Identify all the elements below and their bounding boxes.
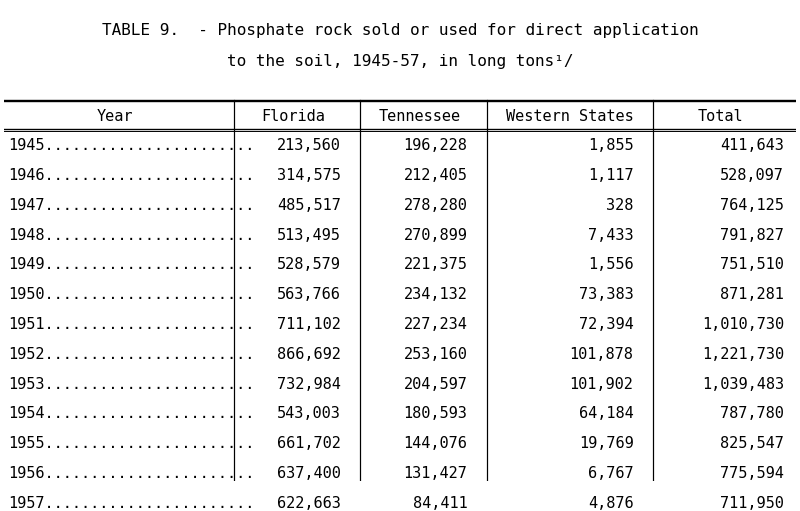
Text: 84,411: 84,411: [413, 496, 467, 510]
Text: 528,579: 528,579: [277, 258, 341, 272]
Text: 196,228: 196,228: [403, 138, 467, 153]
Text: 213,560: 213,560: [277, 138, 341, 153]
Text: 1,221,730: 1,221,730: [702, 347, 784, 362]
Text: 513,495: 513,495: [277, 227, 341, 243]
Text: 637,400: 637,400: [277, 466, 341, 481]
Text: 825,547: 825,547: [720, 436, 784, 451]
Text: 1945.......................: 1945.......................: [8, 138, 254, 153]
Text: 1948.......................: 1948.......................: [8, 227, 254, 243]
Text: 1,556: 1,556: [588, 258, 634, 272]
Text: 661,702: 661,702: [277, 436, 341, 451]
Text: Year: Year: [97, 109, 134, 124]
Text: 131,427: 131,427: [403, 466, 467, 481]
Text: 528,097: 528,097: [720, 168, 784, 183]
Text: 711,950: 711,950: [720, 496, 784, 510]
Text: 1957.......................: 1957.......................: [8, 496, 254, 510]
Text: 543,003: 543,003: [277, 406, 341, 422]
Text: 1,117: 1,117: [588, 168, 634, 183]
Text: 101,878: 101,878: [570, 347, 634, 362]
Text: 101,902: 101,902: [570, 377, 634, 391]
Text: 1952.......................: 1952.......................: [8, 347, 254, 362]
Text: Florida: Florida: [261, 109, 325, 124]
Text: 64,184: 64,184: [578, 406, 634, 422]
Text: 212,405: 212,405: [403, 168, 467, 183]
Text: 411,643: 411,643: [720, 138, 784, 153]
Text: Tennessee: Tennessee: [378, 109, 461, 124]
Text: 278,280: 278,280: [403, 198, 467, 213]
Text: 1953.......................: 1953.......................: [8, 377, 254, 391]
Text: 1947.......................: 1947.......................: [8, 198, 254, 213]
Text: 204,597: 204,597: [403, 377, 467, 391]
Text: 622,663: 622,663: [277, 496, 341, 510]
Text: 4,876: 4,876: [588, 496, 634, 510]
Text: 221,375: 221,375: [403, 258, 467, 272]
Text: 787,780: 787,780: [720, 406, 784, 422]
Text: 1954.......................: 1954.......................: [8, 406, 254, 422]
Text: 485,517: 485,517: [277, 198, 341, 213]
Text: 751,510: 751,510: [720, 258, 784, 272]
Text: 314,575: 314,575: [277, 168, 341, 183]
Text: Total: Total: [698, 109, 743, 124]
Text: 1950.......................: 1950.......................: [8, 287, 254, 302]
Text: 270,899: 270,899: [403, 227, 467, 243]
Text: 328: 328: [606, 198, 634, 213]
Text: 775,594: 775,594: [720, 466, 784, 481]
Text: TABLE 9.  - Phosphate rock sold or used for direct application: TABLE 9. - Phosphate rock sold or used f…: [102, 23, 698, 38]
Text: to the soil, 1945-57, in long tons¹/: to the soil, 1945-57, in long tons¹/: [226, 54, 574, 68]
Text: 7,433: 7,433: [588, 227, 634, 243]
Text: 73,383: 73,383: [578, 287, 634, 302]
Text: 1946.......................: 1946.......................: [8, 168, 254, 183]
Text: 764,125: 764,125: [720, 198, 784, 213]
Text: 6,767: 6,767: [588, 466, 634, 481]
Text: Western States: Western States: [506, 109, 634, 124]
Text: 1956.......................: 1956.......................: [8, 466, 254, 481]
Text: 1,855: 1,855: [588, 138, 634, 153]
Text: 1,039,483: 1,039,483: [702, 377, 784, 391]
Text: 180,593: 180,593: [403, 406, 467, 422]
Text: 711,102: 711,102: [277, 317, 341, 332]
Text: 1951.......................: 1951.......................: [8, 317, 254, 332]
Text: 19,769: 19,769: [578, 436, 634, 451]
Text: 234,132: 234,132: [403, 287, 467, 302]
Text: 72,394: 72,394: [578, 317, 634, 332]
Text: 1949.......................: 1949.......................: [8, 258, 254, 272]
Text: 144,076: 144,076: [403, 436, 467, 451]
Text: 866,692: 866,692: [277, 347, 341, 362]
Text: 791,827: 791,827: [720, 227, 784, 243]
Text: 871,281: 871,281: [720, 287, 784, 302]
Text: 227,234: 227,234: [403, 317, 467, 332]
Text: 563,766: 563,766: [277, 287, 341, 302]
Text: 1955.......................: 1955.......................: [8, 436, 254, 451]
Text: 253,160: 253,160: [403, 347, 467, 362]
Text: 1,010,730: 1,010,730: [702, 317, 784, 332]
Text: 732,984: 732,984: [277, 377, 341, 391]
